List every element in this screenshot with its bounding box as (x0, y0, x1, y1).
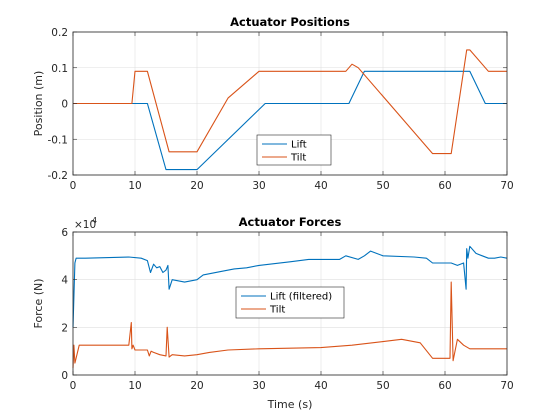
positions-chart: 0 10 20 30 40 50 60 70 -0.2 -0.1 0 0.1 0.2 Actuator … (32, 15, 514, 192)
x-tick-label: 70 (500, 380, 513, 392)
forces-y-exponent: ×10 4 (74, 216, 97, 231)
positions-legend[interactable]: Lift Tilt (256, 134, 332, 166)
series-line-lift (73, 70, 507, 171)
legend-label-tilt-force: Tilt (269, 305, 285, 316)
x-tick-label: 0 (70, 180, 77, 192)
x-tick-label: 50 (376, 180, 389, 192)
series-line-tilt (73, 49, 507, 155)
series-line-tilt (72, 281, 507, 368)
forces-chart: 0 10 20 30 40 50 60 70 0 2 4 6 Actuator Forces Forc… (32, 215, 514, 411)
x-tick-label: 40 (314, 180, 327, 192)
legend-label-lift-filtered: Lift (filtered) (270, 292, 332, 303)
x-tick-label: 60 (438, 180, 451, 192)
y-tick-label: 0.2 (51, 27, 68, 39)
x-tick-label: 40 (314, 380, 327, 392)
x-tick-label: 20 (190, 380, 203, 392)
x-tick-label: 70 (500, 180, 513, 192)
x-tick-label: 30 (252, 180, 265, 192)
positions-ylabel: Position (m) (32, 71, 45, 137)
forces-xlabel: Time (s) (267, 398, 313, 411)
y-tick-label: 0.1 (51, 63, 68, 75)
forces-ylabel: Force (N) (32, 278, 45, 328)
y-tick-label: 0 (61, 99, 68, 111)
y-tick-label: 0 (61, 370, 68, 382)
x-tick-label: 30 (252, 380, 265, 392)
forces-legend[interactable]: Lift (filtered) Tilt (235, 286, 345, 319)
x-tick-label: 50 (376, 380, 389, 392)
x-tick-label: 60 (438, 380, 451, 392)
svg-text:×10: ×10 (74, 219, 96, 231)
x-tick-label: 10 (128, 180, 141, 192)
x-tick-label: 10 (128, 380, 141, 392)
positions-title: Actuator Positions (230, 15, 350, 29)
forces-title: Actuator Forces (239, 215, 342, 229)
x-tick-label: 0 (70, 380, 77, 392)
y-tick-label: -0.1 (48, 134, 69, 146)
y-tick-label: 6 (61, 227, 68, 239)
legend-label-tilt: Tilt (290, 153, 306, 164)
y-tick-label: -0.2 (48, 170, 69, 182)
svg-text:4: 4 (92, 216, 97, 225)
y-tick-label: 4 (61, 275, 68, 287)
y-tick-label: 2 (61, 322, 68, 334)
series-line-lift-filtered (72, 245, 508, 328)
x-tick-label: 20 (190, 180, 203, 192)
legend-label-lift: Lift (291, 140, 307, 151)
